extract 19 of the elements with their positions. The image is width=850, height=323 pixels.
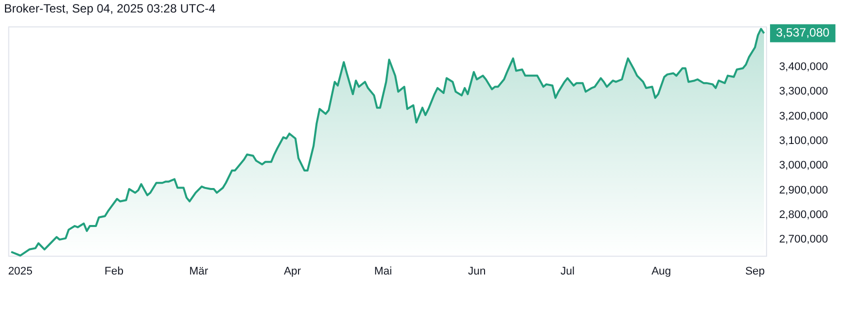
- x-tick-label: Mär: [189, 265, 208, 278]
- x-tick-label: Sep: [745, 265, 765, 278]
- y-tick-label: 2,700,000: [779, 234, 828, 246]
- x-tick-label: Aug: [651, 265, 672, 278]
- x-tick-label: Jul: [560, 265, 575, 278]
- chart-title: Broker-Test, Sep 04, 2025 03:28 UTC-4: [4, 2, 216, 16]
- x-tick-label: Feb: [104, 265, 124, 278]
- y-tick-label: 3,200,000: [779, 110, 828, 122]
- x-tick-label: Mai: [374, 265, 392, 278]
- y-tick-label: 2,900,000: [779, 184, 828, 196]
- x-tick-label: 2025: [8, 265, 33, 278]
- x-tick-label: Jun: [468, 265, 486, 278]
- y-tick-label: 2,800,000: [779, 208, 828, 221]
- x-tick-label: Apr: [284, 265, 302, 278]
- y-tick-label: 3,300,000: [779, 86, 828, 98]
- y-tick-label: 3,400,000: [779, 61, 828, 74]
- annotation: 3,537,080: [776, 26, 830, 40]
- y-tick-label: 3,100,000: [779, 135, 828, 148]
- y-tick-label: 3,000,000: [779, 160, 828, 172]
